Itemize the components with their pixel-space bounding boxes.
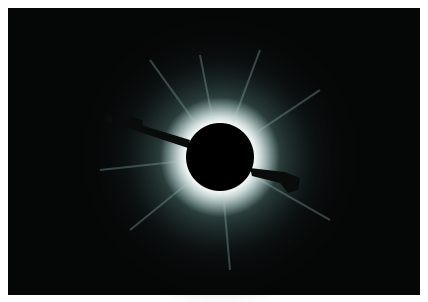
occulting-disk <box>186 123 254 191</box>
corona-image <box>0 0 428 302</box>
